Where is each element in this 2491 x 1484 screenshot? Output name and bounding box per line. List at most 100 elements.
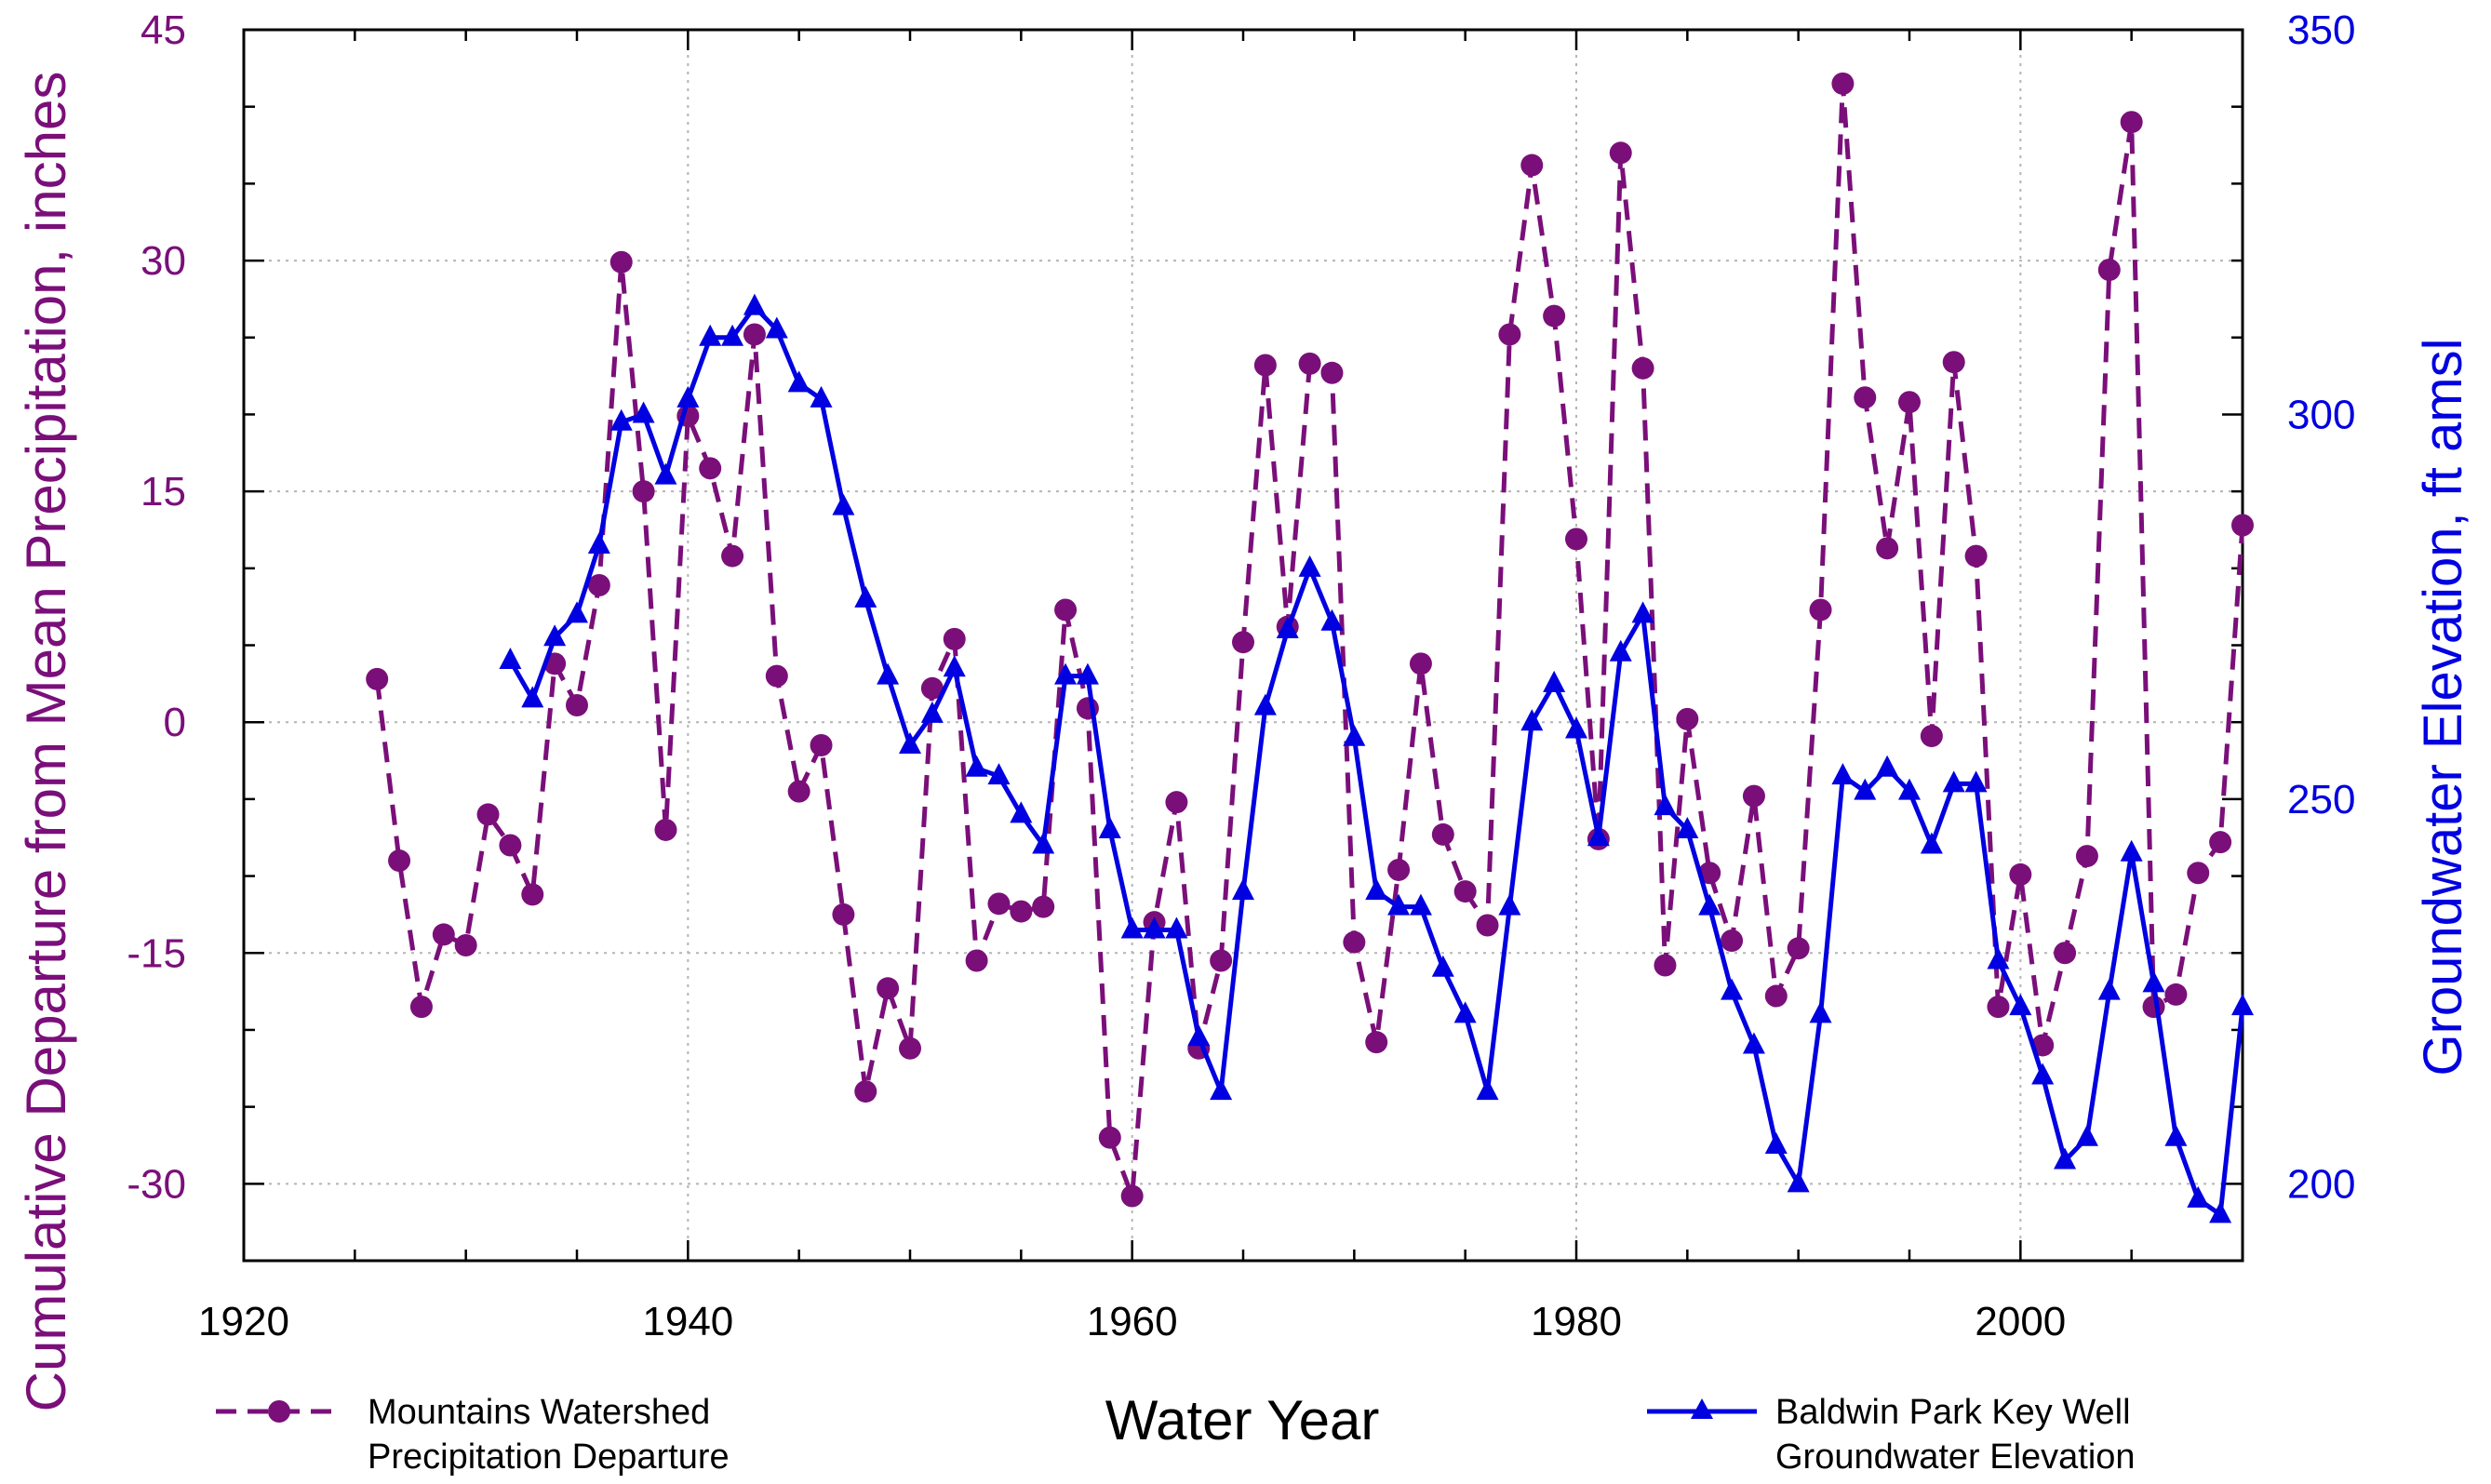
gw-point [2120,839,2143,862]
gw-point [1898,778,1921,800]
precip-point [1232,631,1254,654]
precip-point [1010,900,1033,923]
legend-gw-marker [1691,1398,1713,1419]
series-groundwater-elevation [499,293,2254,1223]
gw-point [632,401,655,423]
gw-point [965,755,988,777]
gw-point [877,662,900,685]
gw-point [1276,616,1299,638]
y-left-tick-label: 15 [141,469,186,515]
precip-point [1987,996,2010,1019]
legend-groundwater: Baldwin Park Key Well Groundwater Elevat… [1647,1393,2136,1477]
gw-point [609,408,633,431]
precip-point [2187,862,2210,885]
y-axis-left-title: Cumulative Departure from Mean Precipita… [15,72,77,1412]
precip-point [1409,652,1432,675]
gw-point [1676,816,1699,838]
precip-point [476,803,500,826]
precip-point [2231,514,2254,537]
gw-point [1232,878,1254,901]
precip-point [388,849,411,873]
precip-point [965,949,988,972]
gw-point [543,624,567,647]
precip-point [1098,1126,1121,1149]
precip-line [374,81,2245,1199]
gw-point [1609,639,1632,662]
gw-point [1453,1001,1477,1023]
precip-point [1298,352,1321,375]
precip-point [1253,354,1277,377]
precip-point [1343,930,1366,954]
precip-point [1543,304,1566,328]
precip-point [2075,845,2098,868]
precip-point [1721,929,1744,953]
precip-point [1764,984,1788,1008]
precip-point [2009,862,2032,886]
y-left-tick-label: 30 [141,238,186,284]
precip-point [787,780,810,803]
grid-lines [244,30,2243,1261]
y-axis-right-title: Groundwater Elevation, ft amsl [2413,338,2473,1076]
gw-point [2209,1201,2232,1223]
precip-point [1920,725,1943,748]
y-right-tick-label: 200 [2287,1161,2355,1207]
gw-point [2142,970,2165,993]
precip-point [632,480,655,503]
gw-point [2187,1185,2210,1208]
gw-point [2075,1124,2098,1146]
gw-point [2164,1124,2188,1146]
gw-point [1120,916,1144,939]
series-precipitation-departure [366,72,2254,1208]
gw-point [1942,770,1965,793]
precip-point [1742,784,1765,808]
y-right-tick-label: 300 [2287,392,2355,437]
gw-point [1431,955,1454,977]
legend-precip-marker [268,1400,290,1423]
x-tick-label: 2000 [1975,1299,2066,1344]
precip-point [1831,72,1855,95]
precip-point [920,676,944,700]
precip-point [409,996,433,1019]
precip-point [1054,598,1078,622]
gw-point [521,686,544,708]
gw-point [566,601,588,623]
precip-point [454,933,477,956]
precip-point [2209,831,2232,854]
axis-ticks [242,28,2244,1263]
gw-point [676,385,700,408]
y-right-tick-label: 250 [2287,777,2355,822]
precip-point [1676,707,1699,730]
precip-point [987,892,1011,916]
precip-point [2097,258,2121,281]
gw-point [1964,770,1988,793]
gw-point [1365,878,1388,901]
precip-point [1431,822,1454,846]
precip-point [521,883,544,906]
gw-point [1409,893,1432,916]
precip-point [877,977,900,1000]
precip-point [765,664,788,688]
gw-point [1298,555,1321,577]
precip-point [1787,937,1810,960]
precip-point [1876,537,1899,560]
gw-point [587,532,610,555]
gw-point [1920,832,1943,854]
gw-point [1498,893,1521,916]
gw-point [899,731,921,754]
gw-point [1387,893,1411,916]
precip-point [854,1080,877,1103]
gw-point [854,585,877,608]
precip-point [1964,544,1988,568]
gw-point [1742,1032,1765,1054]
gw-point [2009,994,2032,1016]
gw-point [2097,978,2121,1000]
legend-gw-label-line1: Baldwin Park Key Well [1775,1393,2131,1432]
gw-point [1010,801,1033,823]
x-tick-label: 1940 [642,1299,733,1344]
gw-point [1809,1001,1832,1023]
precip-point [810,733,833,756]
gw-point [499,648,522,670]
gw-point [1831,763,1855,785]
precip-point [432,923,455,946]
precip-point [1498,323,1521,346]
